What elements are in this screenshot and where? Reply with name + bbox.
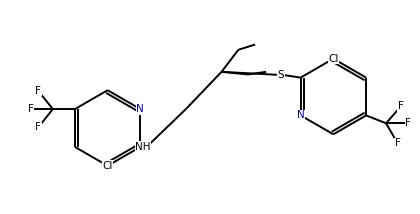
Text: NH: NH [135,142,151,152]
Text: F: F [398,101,404,111]
Text: S: S [277,70,284,80]
Text: F: F [395,138,401,148]
Text: Cl: Cl [328,54,339,64]
Text: N: N [136,104,144,114]
Text: N: N [297,110,304,120]
Text: F: F [35,86,41,96]
Text: F: F [405,118,411,128]
Text: F: F [35,122,41,132]
Text: F: F [28,104,34,114]
Text: Cl: Cl [102,161,113,171]
